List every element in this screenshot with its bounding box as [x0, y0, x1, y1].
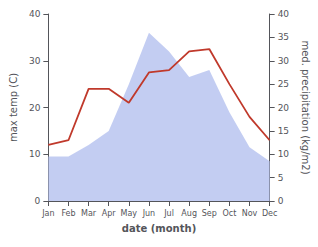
svg-text:0: 0: [35, 196, 41, 206]
svg-text:Mar: Mar: [81, 209, 97, 218]
svg-text:40: 40: [278, 9, 290, 19]
svg-text:30: 30: [278, 56, 290, 66]
svg-text:25: 25: [278, 79, 289, 89]
svg-text:40: 40: [29, 9, 41, 19]
svg-text:35: 35: [278, 32, 289, 42]
svg-text:Jun: Jun: [142, 209, 156, 218]
svg-text:10: 10: [29, 149, 41, 159]
svg-text:5: 5: [278, 173, 284, 183]
svg-text:Dec: Dec: [262, 209, 277, 218]
svg-text:10: 10: [278, 149, 290, 159]
svg-text:med. precipitation (kg/m2): med. precipitation (kg/m2): [300, 40, 311, 174]
svg-text:Feb: Feb: [61, 209, 75, 218]
svg-text:Jul: Jul: [163, 209, 174, 218]
svg-text:Oct: Oct: [222, 209, 236, 218]
svg-text:Aug: Aug: [181, 209, 197, 218]
svg-text:max temp (C): max temp (C): [8, 73, 19, 142]
svg-text:30: 30: [29, 56, 41, 66]
svg-text:date (month): date (month): [122, 223, 196, 234]
svg-text:May: May: [121, 209, 138, 218]
svg-text:Jan: Jan: [41, 209, 54, 218]
svg-text:15: 15: [278, 126, 289, 136]
svg-text:20: 20: [278, 103, 290, 113]
svg-text:Apr: Apr: [102, 209, 117, 218]
svg-text:Nov: Nov: [242, 209, 258, 218]
svg-text:0: 0: [278, 196, 284, 206]
svg-text:20: 20: [29, 103, 41, 113]
svg-text:Sep: Sep: [202, 209, 217, 218]
